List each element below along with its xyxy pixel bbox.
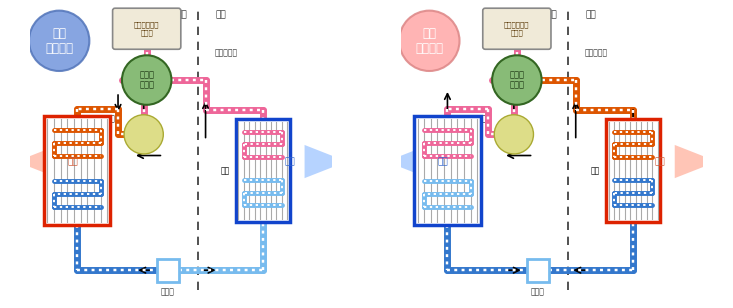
Polygon shape	[386, 145, 428, 178]
Text: 冷風: 冷風	[438, 157, 449, 166]
Text: コンプレッサ
駆動源: コンプレッサ 駆動源	[504, 22, 530, 36]
Text: 冷房
サイクル: 冷房 サイクル	[45, 26, 73, 55]
Text: 室内: 室内	[216, 10, 226, 20]
Polygon shape	[305, 145, 347, 178]
Text: コンプレッサ
駆動源: コンプレッサ 駆動源	[134, 22, 160, 36]
Circle shape	[399, 10, 460, 71]
Bar	[606, 119, 660, 222]
FancyBboxPatch shape	[483, 8, 551, 49]
Text: 温風: 温風	[655, 157, 666, 166]
Text: 室内: 室内	[586, 10, 596, 20]
Text: 冷媒の流れ: 冷媒の流れ	[585, 48, 608, 57]
Text: 膨張弁: 膨張弁	[161, 288, 174, 297]
Text: 凝縮: 凝縮	[92, 169, 102, 178]
Text: 膨張弁: 膨張弁	[531, 288, 545, 297]
Text: 切換弁: 切換弁	[102, 115, 116, 124]
Text: 気化: 気化	[463, 169, 472, 178]
Bar	[414, 116, 481, 225]
Bar	[527, 259, 549, 282]
FancyBboxPatch shape	[113, 8, 181, 49]
Text: 室外: 室外	[546, 10, 557, 20]
Circle shape	[492, 55, 542, 105]
Text: 凝縮: 凝縮	[591, 166, 600, 175]
Circle shape	[122, 55, 172, 105]
Text: 室外: 室外	[176, 10, 187, 20]
Text: 冷媒の流れ: 冷媒の流れ	[215, 48, 237, 57]
Polygon shape	[675, 145, 717, 178]
Text: コンプ
レッサ: コンプ レッサ	[139, 71, 154, 89]
Text: 暖房
サイクル: 暖房 サイクル	[416, 26, 443, 55]
Polygon shape	[16, 145, 58, 178]
Text: 切換弁: 切換弁	[472, 115, 486, 124]
Bar	[44, 116, 111, 225]
Text: 冷風: 冷風	[284, 157, 295, 166]
Text: コンプ
レッサ: コンプ レッサ	[509, 71, 524, 89]
Circle shape	[29, 10, 89, 71]
Circle shape	[124, 115, 163, 154]
Text: 気化: 気化	[221, 166, 230, 175]
Bar	[236, 119, 290, 222]
Bar	[157, 259, 179, 282]
Circle shape	[494, 115, 534, 154]
Text: 温風: 温風	[67, 157, 78, 166]
